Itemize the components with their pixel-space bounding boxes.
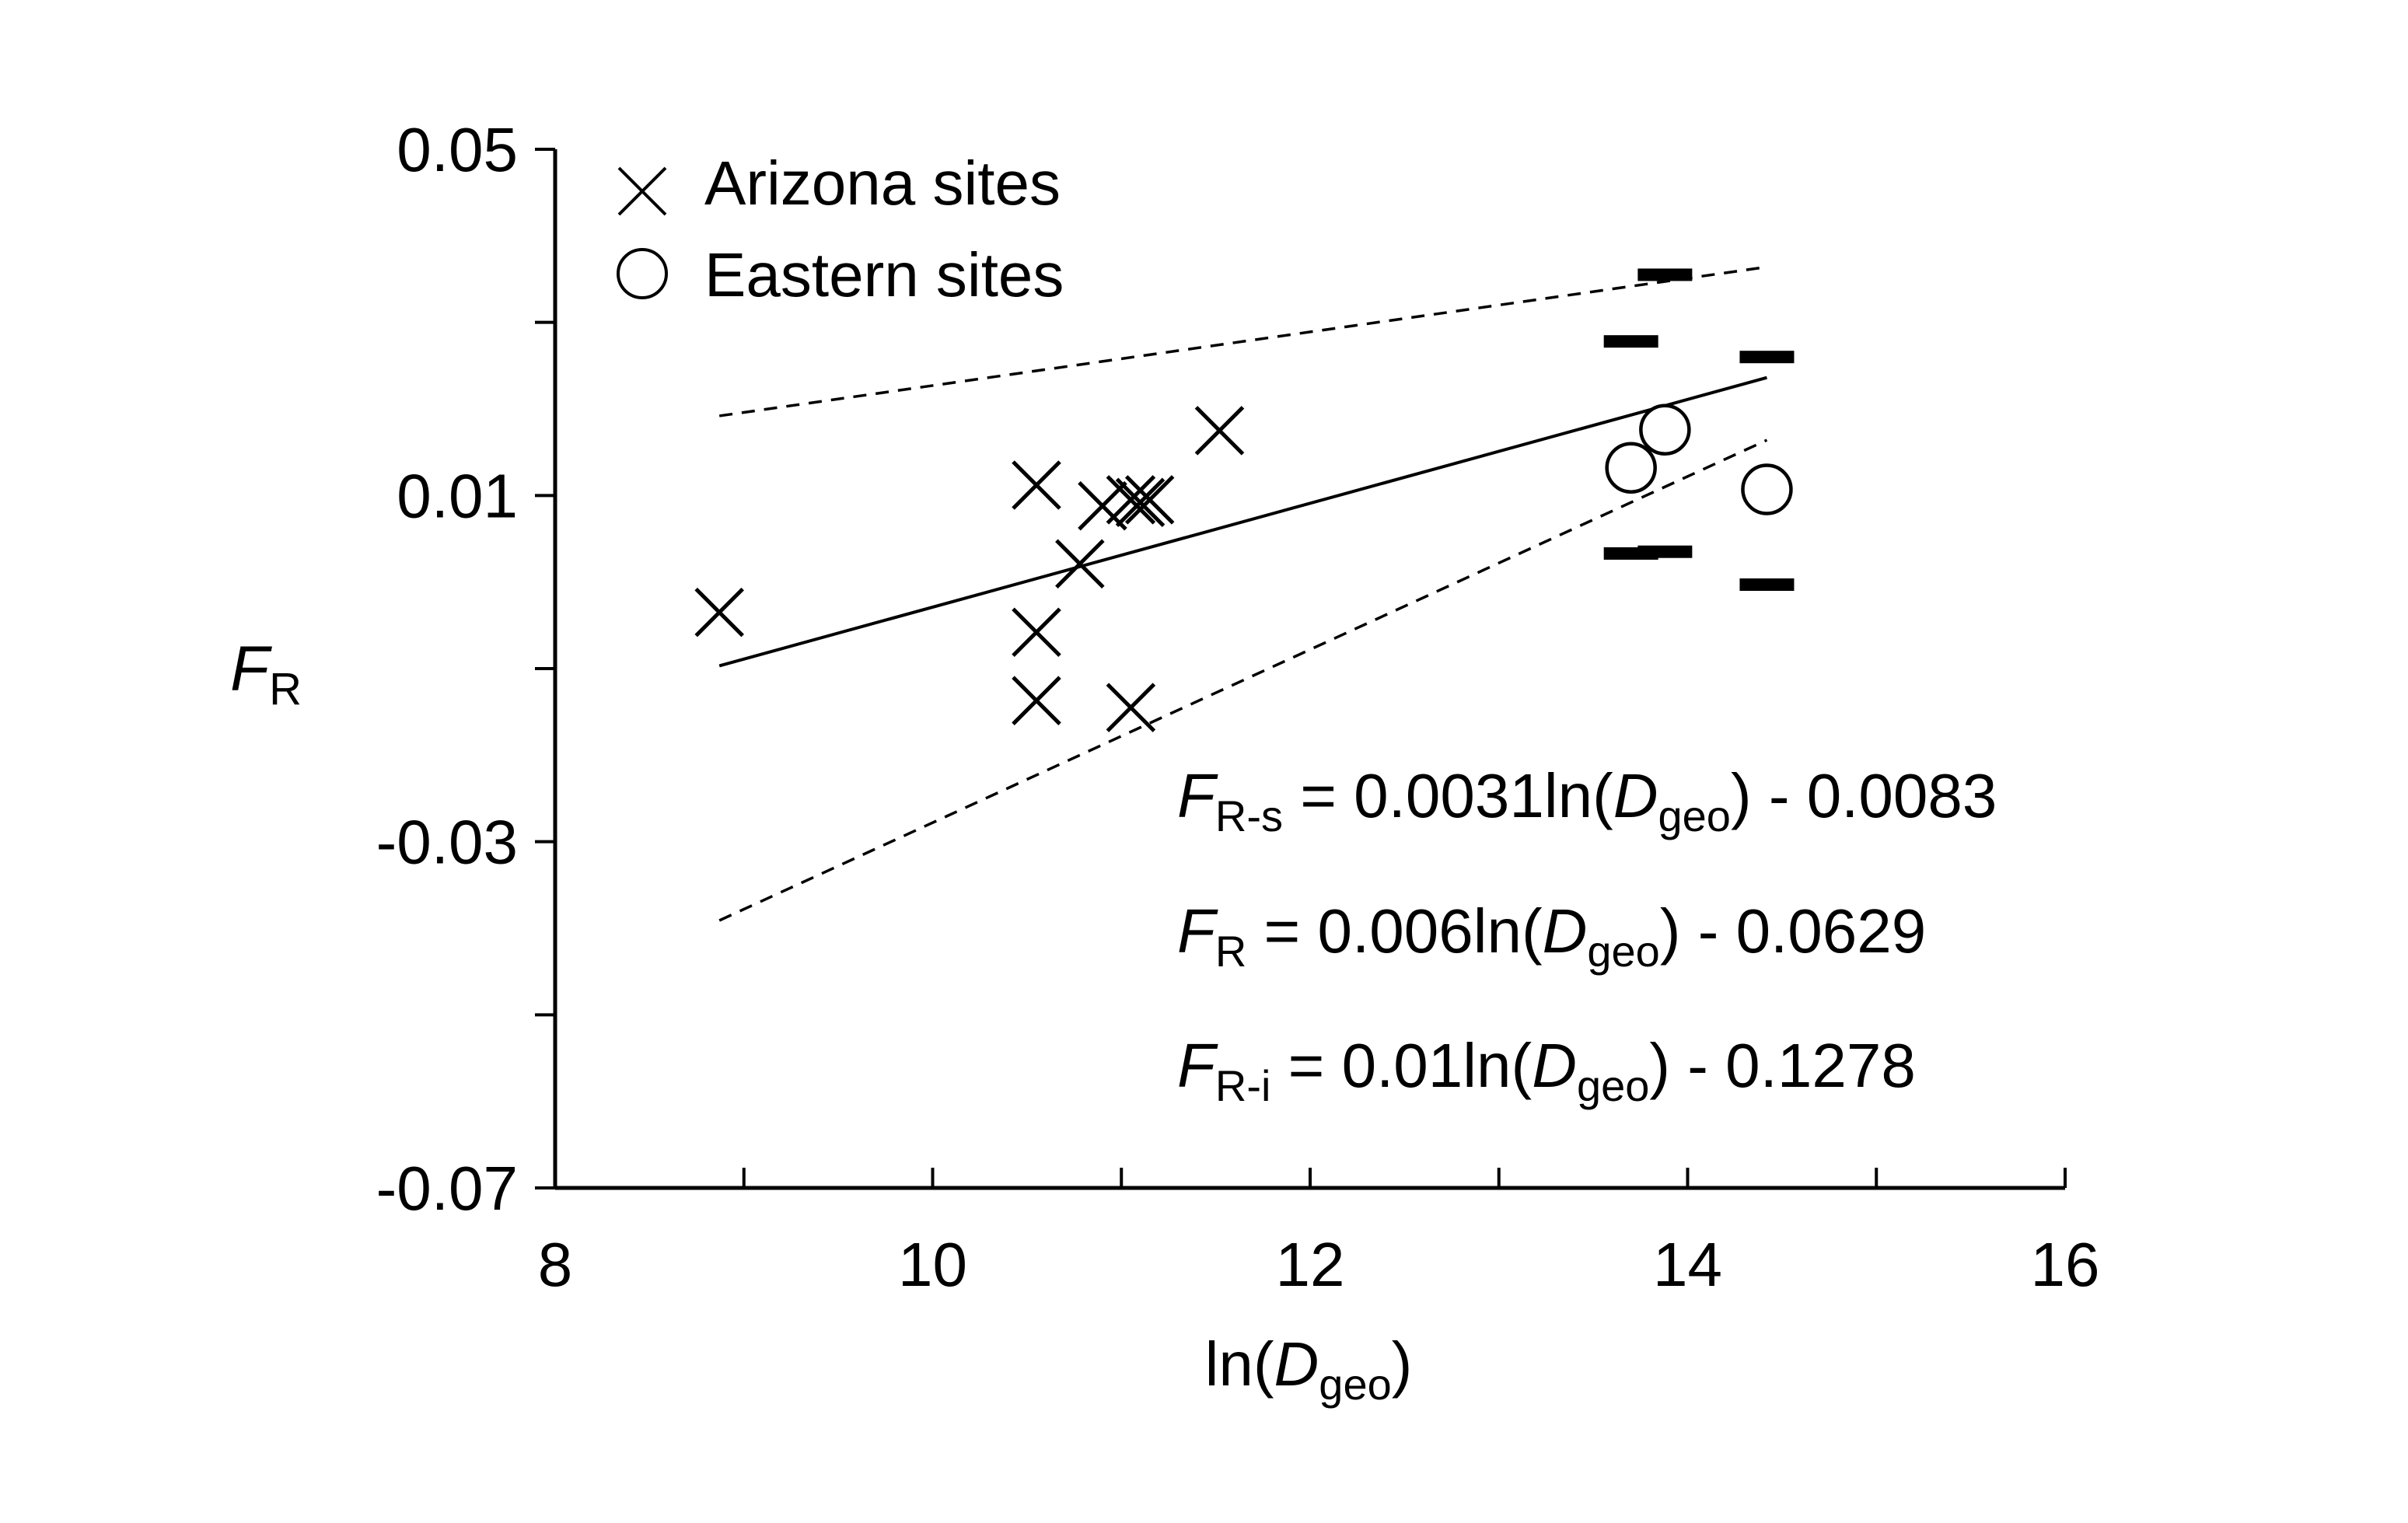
data-point-arizona xyxy=(1055,539,1105,589)
x-tick-label: 14 xyxy=(1653,1230,1722,1299)
legend-marker-arizona xyxy=(617,166,667,216)
legend-label-eastern: Eastern sites xyxy=(704,240,1064,309)
data-point-eastern xyxy=(1741,463,1793,515)
x-axis-label: ln(Dgeo) xyxy=(1205,1329,1413,1409)
x-tick-label: 8 xyxy=(538,1230,573,1299)
y-tick-label: -0.07 xyxy=(376,1154,518,1223)
data-point-arizona xyxy=(1115,477,1166,528)
error-bar-lower xyxy=(1739,578,1795,592)
equation-fr-i: FR-i = 0.01ln(Dgeo) - 0.1278 xyxy=(1177,1031,1916,1110)
fit-line xyxy=(718,376,1767,668)
equation-fr-s-mid: = 0.0031ln( xyxy=(1283,761,1613,830)
legend-marker-eastern xyxy=(617,248,668,299)
equation-fr-i-mid: = 0.01ln( xyxy=(1270,1031,1532,1100)
equation-fr-i-dsub: geo xyxy=(1577,1061,1649,1110)
y-tick-label: 0.01 xyxy=(397,461,518,530)
data-point-arizona xyxy=(1012,607,1061,658)
x-tick-label: 12 xyxy=(1276,1230,1345,1299)
x-tick-label: 16 xyxy=(2031,1230,2100,1299)
equation-fr-s-tail: ) - 0.0083 xyxy=(1731,761,1997,830)
error-bar-lower xyxy=(1637,545,1693,558)
x-axis-label-suffix: ) xyxy=(1392,1329,1413,1399)
equation-fr-sub: R xyxy=(1215,927,1246,976)
y-axis-label-sub: R xyxy=(269,664,302,714)
equation-fr-i-dvar: D xyxy=(1532,1031,1577,1100)
equation-fr-i-sub: R-i xyxy=(1215,1061,1271,1110)
x-axis-label-var: D xyxy=(1274,1329,1319,1399)
y-axis-label-var: F xyxy=(230,634,272,704)
error-bar-upper xyxy=(1739,351,1795,364)
error-bar-upper xyxy=(1603,335,1658,348)
equation-fr-s-sub: R-s xyxy=(1215,791,1283,840)
data-point-arizona xyxy=(1106,683,1156,732)
data-point-arizona xyxy=(1012,460,1061,510)
legend: Arizona sites Eastern sites xyxy=(617,148,1064,309)
y-axis-label: FR xyxy=(230,634,302,714)
data-point-arizona xyxy=(1012,676,1061,725)
equation-fr-s-var: F xyxy=(1177,761,1218,830)
confidence-line xyxy=(718,438,1768,922)
x-axis-label-prefix: ln( xyxy=(1205,1329,1274,1399)
equation-fr-tail: ) - 0.0629 xyxy=(1660,896,1926,966)
equation-fr-s-dsub: geo xyxy=(1658,791,1731,840)
y-tick-label: 0.05 xyxy=(397,115,518,184)
plot-area: 0.05 0.01 -0.03 -0.07 8 10 12 14 16 xyxy=(376,115,2100,1299)
data-point-arizona xyxy=(694,587,744,637)
x-tick-label: 10 xyxy=(898,1230,967,1299)
confidence-line xyxy=(718,265,1767,417)
data-point-arizona xyxy=(1124,475,1175,525)
equation-fr-s-dvar: D xyxy=(1613,761,1658,830)
equation-fr-i-var: F xyxy=(1177,1031,1218,1100)
y-tick-label: -0.03 xyxy=(376,808,518,877)
x-axis-label-sub: geo xyxy=(1319,1360,1391,1409)
data-point-arizona xyxy=(1194,406,1245,456)
equation-fr-i-tail: ) - 0.1278 xyxy=(1649,1031,1915,1100)
equation-fr-dsub: geo xyxy=(1587,927,1659,976)
equation-fr-s: FR-s = 0.0031ln(Dgeo) - 0.0083 xyxy=(1177,761,1997,840)
equation-fr-dvar: D xyxy=(1543,896,1588,966)
data-point-eastern xyxy=(1639,403,1691,456)
equation-fr-var: F xyxy=(1177,896,1218,966)
legend-label-arizona: Arizona sites xyxy=(704,148,1061,218)
equations: FR-s = 0.0031ln(Dgeo) - 0.0083 FR = 0.00… xyxy=(1177,761,1997,1110)
equation-fr-mid: = 0.006ln( xyxy=(1246,896,1543,966)
error-bar-upper xyxy=(1637,268,1693,281)
data-point-arizona xyxy=(1106,475,1156,525)
data-point-eastern xyxy=(1605,442,1657,494)
data-point-arizona xyxy=(1078,480,1127,531)
equation-fr: FR = 0.006ln(Dgeo) - 0.0629 xyxy=(1177,896,1926,976)
